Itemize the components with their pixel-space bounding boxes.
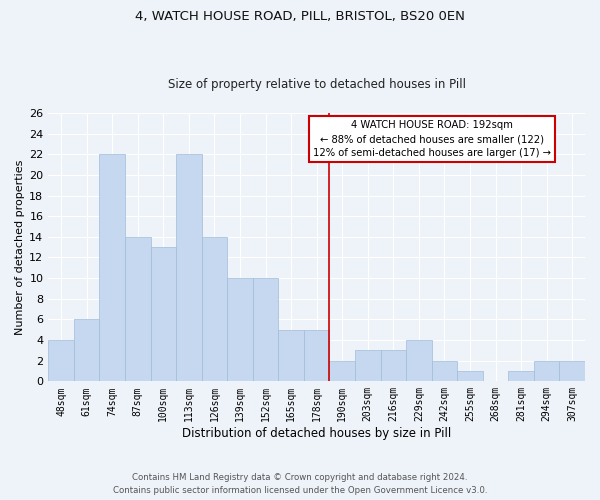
Bar	[202, 237, 227, 382]
Bar	[457, 371, 483, 382]
X-axis label: Distribution of detached houses by size in Pill: Distribution of detached houses by size …	[182, 427, 451, 440]
Bar	[253, 278, 278, 382]
Bar	[534, 360, 559, 382]
Y-axis label: Number of detached properties: Number of detached properties	[15, 160, 25, 335]
Text: 4 WATCH HOUSE ROAD: 192sqm
← 88% of detached houses are smaller (122)
12% of sem: 4 WATCH HOUSE ROAD: 192sqm ← 88% of deta…	[313, 120, 551, 158]
Bar	[125, 237, 151, 382]
Bar	[176, 154, 202, 382]
Bar	[355, 350, 380, 382]
Bar	[151, 247, 176, 382]
Text: Contains HM Land Registry data © Crown copyright and database right 2024.
Contai: Contains HM Land Registry data © Crown c…	[113, 474, 487, 495]
Title: Size of property relative to detached houses in Pill: Size of property relative to detached ho…	[167, 78, 466, 91]
Bar	[380, 350, 406, 382]
Bar	[559, 360, 585, 382]
Bar	[227, 278, 253, 382]
Bar	[508, 371, 534, 382]
Bar	[100, 154, 125, 382]
Bar	[329, 360, 355, 382]
Bar	[48, 340, 74, 382]
Bar	[406, 340, 431, 382]
Text: 4, WATCH HOUSE ROAD, PILL, BRISTOL, BS20 0EN: 4, WATCH HOUSE ROAD, PILL, BRISTOL, BS20…	[135, 10, 465, 23]
Bar	[431, 360, 457, 382]
Bar	[278, 330, 304, 382]
Bar	[304, 330, 329, 382]
Bar	[74, 320, 100, 382]
